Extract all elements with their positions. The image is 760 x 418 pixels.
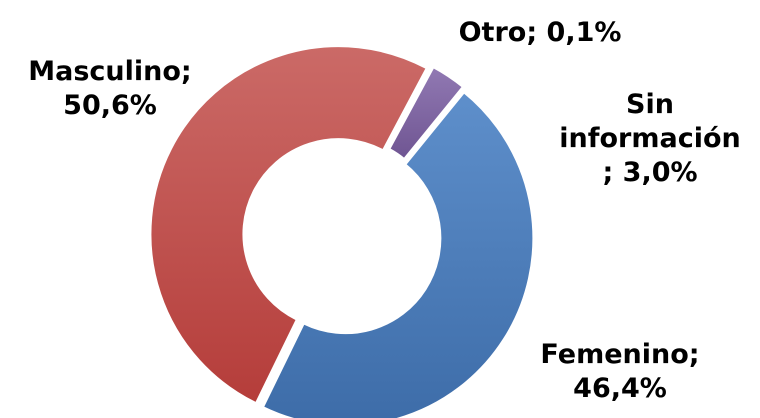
data-label: Otro; 0,1% [430,16,650,50]
label-separator: ; [526,17,538,48]
label-separator: ; [602,157,614,188]
data-label: Sin información; 3,0% [540,88,760,190]
label-separator: ; [180,56,192,87]
donut-slice [149,45,428,405]
data-label: Femenino; 46,4% [520,338,720,406]
label-value: 3,0% [622,157,698,188]
donut-slice [261,90,535,418]
label-category: Sin información [559,89,741,154]
donut-slice [387,65,465,161]
label-category: Otro [458,17,527,48]
data-label: Masculino; 50,6% [10,55,210,123]
label-value: 50,6% [63,90,157,121]
label-separator: ; [688,339,700,370]
label-category: Femenino [540,339,689,370]
label-category: Masculino [28,56,181,87]
label-value: 46,4% [573,373,667,404]
label-value: 0,1% [546,17,622,48]
